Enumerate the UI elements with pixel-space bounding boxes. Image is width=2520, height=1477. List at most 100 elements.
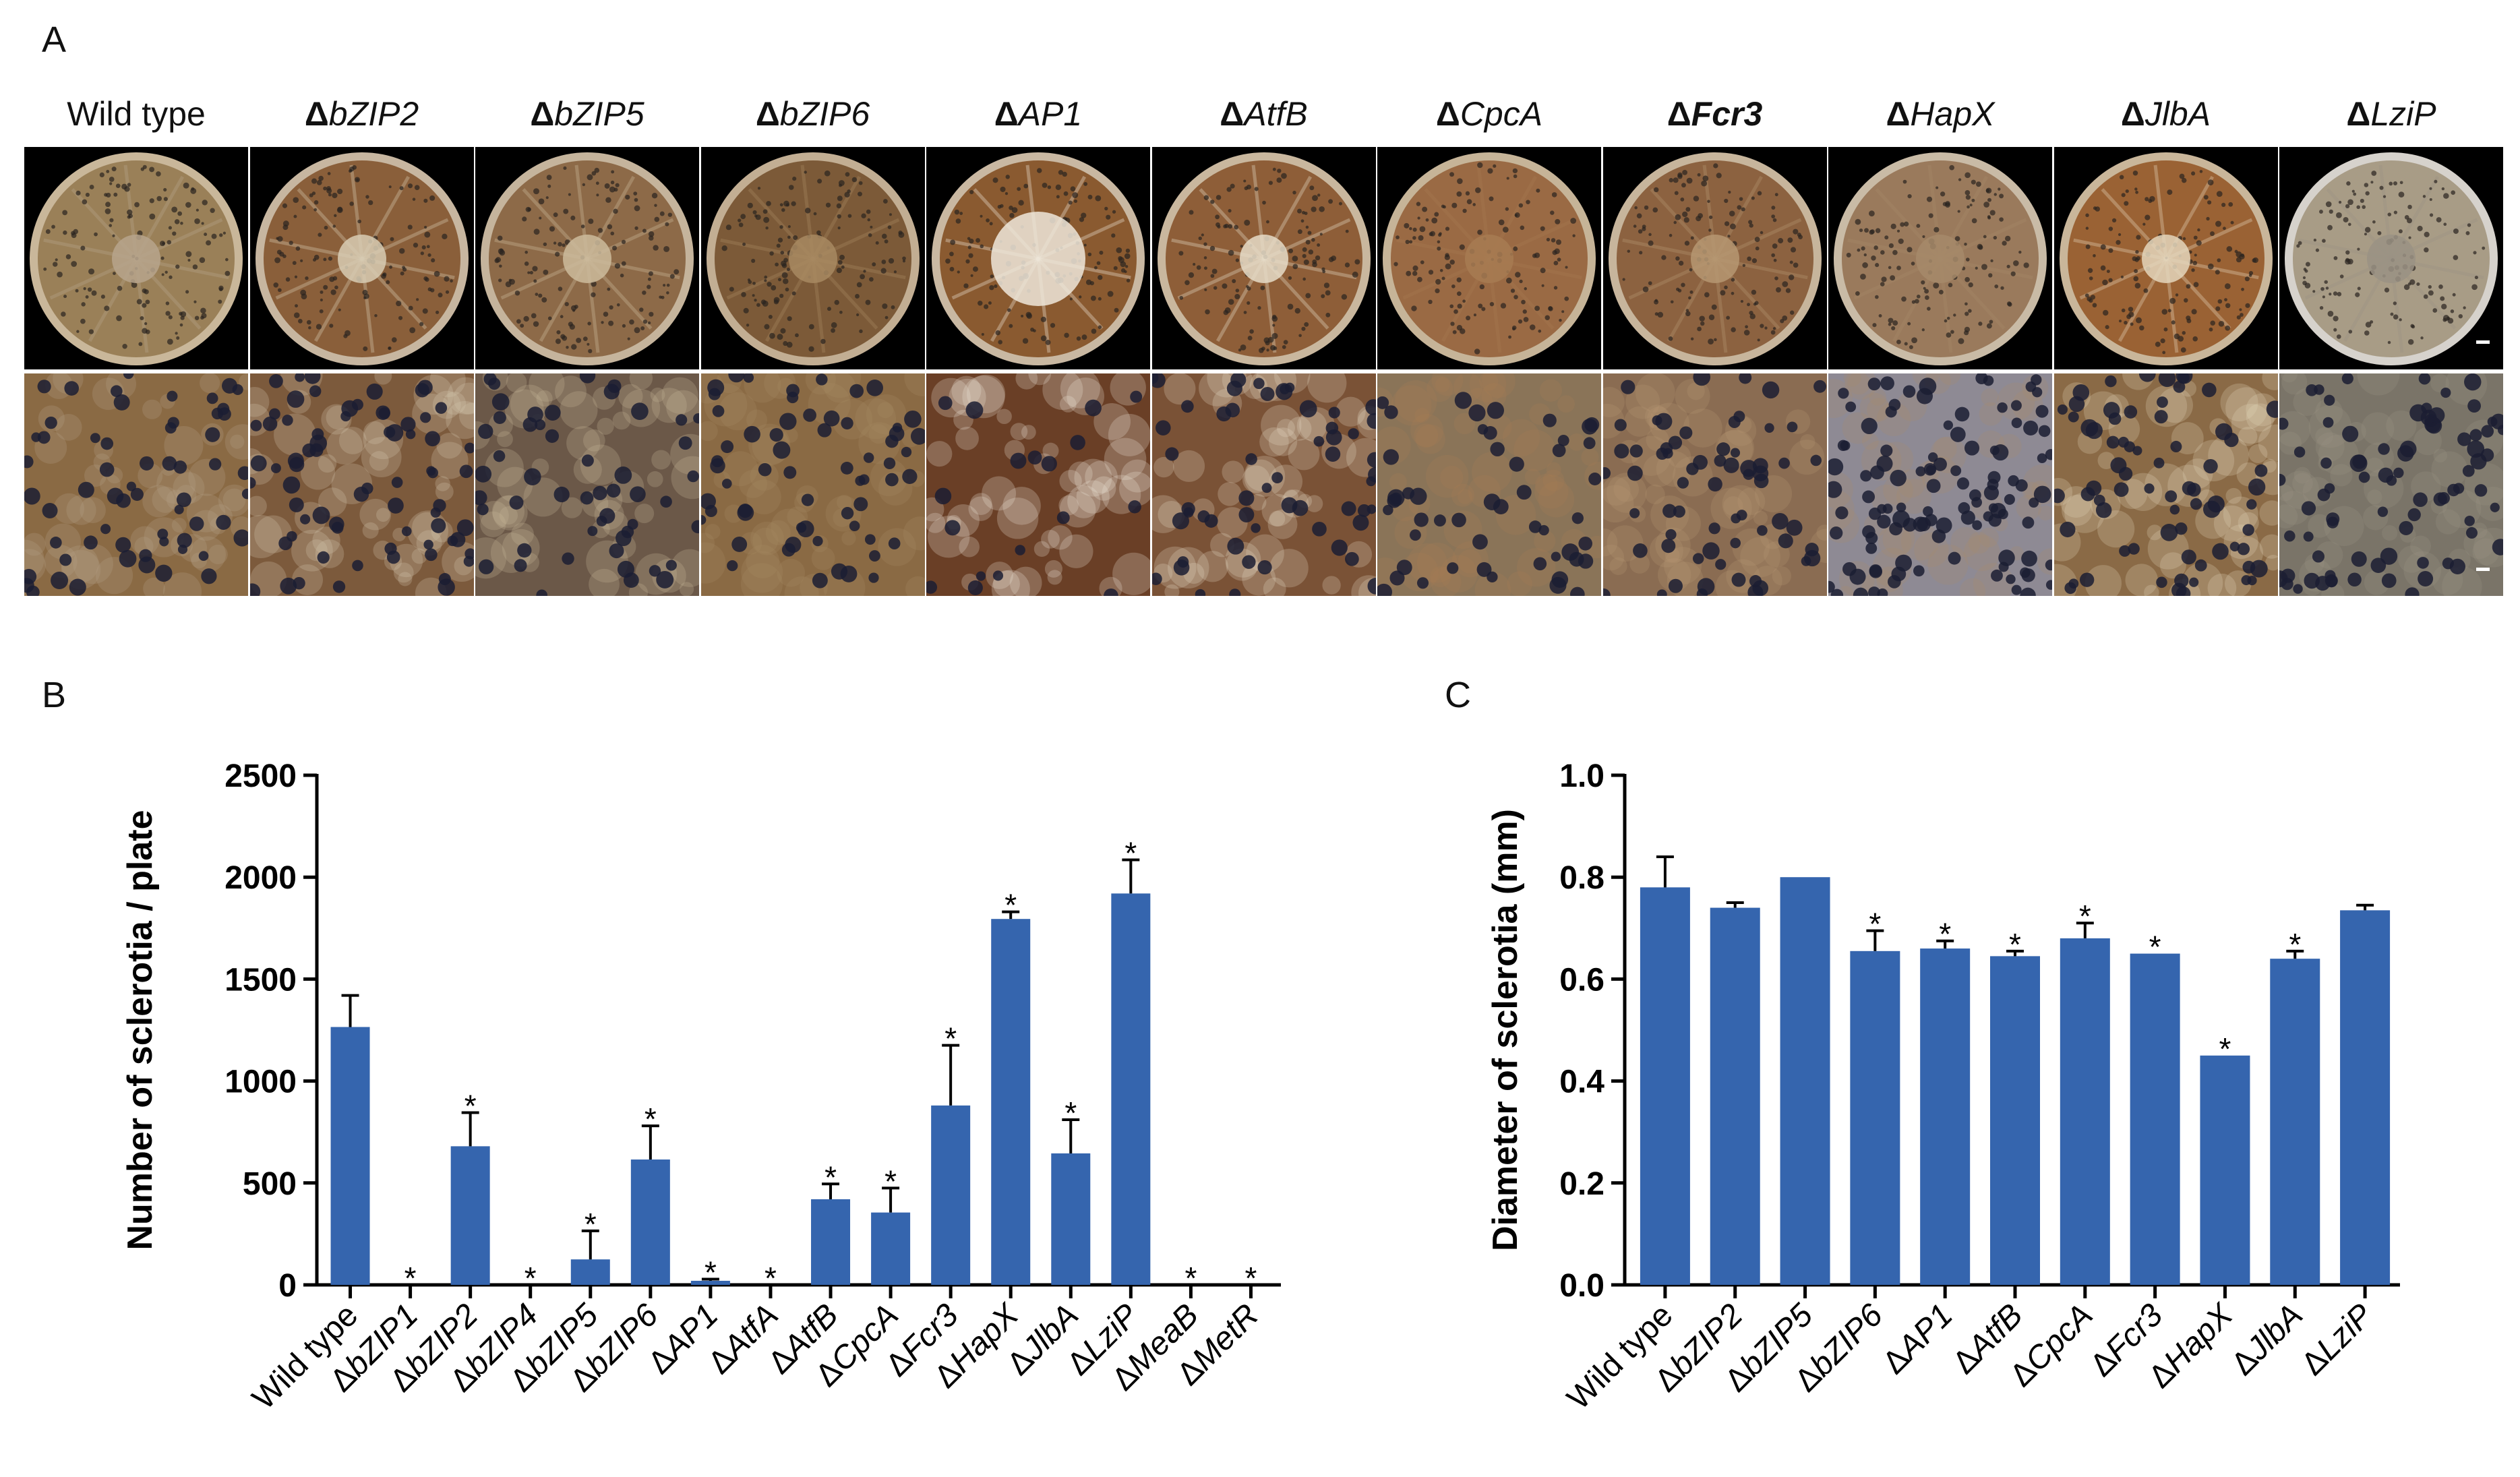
delta-symbol: Δ	[1435, 95, 1460, 133]
gene-name: bZIP2	[328, 95, 419, 133]
petri-dish-image	[2285, 152, 2498, 365]
plate-photo-ap1	[926, 147, 1150, 369]
significance-marker: *	[824, 1159, 837, 1195]
bar-ap1	[690, 1280, 730, 1285]
y-tick-label: 2500	[224, 758, 297, 794]
gene-name: Wild type	[1561, 1297, 1680, 1416]
y-tick-label: 0.4	[1559, 1064, 1604, 1100]
petri-dish-image	[1608, 152, 1822, 365]
strain-label-bzip5: ΔbZIP5	[475, 94, 699, 133]
panel-b-letter: B	[42, 675, 67, 715]
gene-name: HapX	[1910, 95, 1995, 133]
bar-bzip6	[630, 1159, 670, 1285]
y-tick-label: 0.6	[1559, 962, 1604, 998]
petri-dish-image	[706, 152, 920, 365]
closeup-photo-bzip6	[700, 373, 925, 596]
sclerotia-closeup-image	[2279, 373, 2503, 596]
bar-lzip	[2340, 910, 2391, 1285]
gene-name: bZIP5	[554, 95, 644, 133]
closeup-photo-atfb	[1151, 373, 1376, 596]
petri-dish-image	[2059, 152, 2273, 365]
y-tick-label: 500	[243, 1166, 297, 1202]
panel-a-letter: A	[42, 20, 67, 60]
plate-photo-wild-type	[24, 147, 248, 369]
gene-name: LziP	[2370, 95, 2436, 133]
closeup-photo-ap1	[926, 373, 1150, 596]
y-tick-label: 2000	[224, 860, 297, 896]
plate-photo-bzip6	[700, 147, 925, 369]
significance-marker: *	[764, 1261, 777, 1296]
petri-dish-image	[1157, 152, 1371, 365]
significance-marker: *	[464, 1088, 477, 1123]
gene-name: CpcA	[2018, 1297, 2099, 1378]
plate-photo-fcr3	[1602, 147, 1827, 369]
bar-fcr3	[2130, 953, 2180, 1285]
petri-dish-image	[1383, 152, 1596, 365]
y-tick-label: 0	[278, 1268, 297, 1304]
y-tick-label: 1000	[224, 1064, 297, 1100]
strain-label-bzip6: ΔbZIP6	[701, 94, 925, 133]
gene-name: AP1	[1018, 95, 1083, 133]
y-tick-label: 1.0	[1559, 758, 1604, 794]
bar-bzip5	[1780, 877, 1830, 1285]
significance-marker: *	[2009, 927, 2021, 962]
delta-symbol: Δ	[530, 95, 555, 133]
strain-label-bzip2: ΔbZIP2	[250, 94, 474, 133]
bar-wild-type	[1640, 887, 1690, 1285]
gene-name: Fcr3	[1691, 95, 1763, 133]
delta-symbol: Δ	[755, 95, 780, 133]
sclerotia-closeup-image	[1151, 373, 1376, 596]
bar-jlba	[2270, 959, 2320, 1285]
y-tick-label: 1500	[224, 962, 297, 998]
strain-label-atfb: ΔAtfB	[1152, 94, 1376, 133]
significance-marker: *	[704, 1255, 717, 1290]
significance-marker: *	[1124, 835, 1137, 870]
strain-label-wild-type: Wild type	[24, 94, 248, 133]
y-tick-label: 0.8	[1559, 860, 1604, 896]
sclerotia-closeup-image	[24, 373, 248, 596]
sclerotia-closeup-image	[1602, 373, 1827, 596]
gene-name: bZIP6	[1803, 1297, 1890, 1383]
bar-hapx	[2200, 1055, 2250, 1285]
bar-bzip5	[570, 1259, 610, 1285]
gene-name: Wild type	[67, 95, 206, 133]
gene-name: HapX	[2157, 1296, 2241, 1380]
gene-name: bZIP6	[779, 95, 870, 133]
bar-bzip2	[1710, 907, 1760, 1285]
closeup-photo-hapx	[1828, 373, 2052, 596]
strain-label-cpca: ΔCpcA	[1377, 94, 1601, 133]
significance-marker: *	[644, 1102, 657, 1137]
delta-symbol: Δ	[1220, 95, 1244, 133]
bar-cpca	[871, 1212, 911, 1285]
plate-photo-cpca	[1377, 147, 1601, 369]
bar-bzip6	[1850, 951, 1900, 1285]
delta-symbol: Δ	[2120, 95, 2145, 133]
sclerotia-closeup-image	[926, 373, 1150, 596]
significance-marker: *	[1939, 917, 1951, 952]
bar-lzip	[1111, 893, 1151, 1285]
closeup-photo-fcr3	[1602, 373, 1827, 596]
significance-marker: *	[2149, 930, 2161, 965]
sclerotia-closeup-image	[249, 373, 474, 596]
plate-photo-atfb	[1151, 147, 1376, 369]
y-axis-label: Number of sclerotia / plate	[121, 810, 160, 1250]
x-tick-label: ΔAP1	[641, 1297, 725, 1381]
bar-jlba	[1051, 1153, 1091, 1285]
y-tick-label: 0.0	[1559, 1268, 1604, 1304]
strain-label-jlba: ΔJlbA	[2054, 94, 2278, 133]
sclerotia-closeup-image	[700, 373, 925, 596]
significance-marker: *	[884, 1164, 897, 1199]
delta-symbol: Δ	[304, 95, 329, 133]
plate-photo-jlba	[2053, 147, 2278, 369]
bar-wild-type	[330, 1027, 370, 1285]
closeup-photo-bzip2	[249, 373, 474, 596]
plate-photo-hapx	[1828, 147, 2052, 369]
strain-label-lzip: ΔLziP	[2279, 94, 2503, 133]
sclerotia-closeup-image	[475, 373, 699, 596]
significance-marker: *	[2289, 927, 2301, 962]
delta-symbol: Δ	[1886, 95, 1911, 133]
significance-marker: *	[584, 1207, 597, 1242]
delta-symbol: Δ	[994, 95, 1019, 133]
sclerotia-closeup-image	[1828, 373, 2052, 596]
closeup-photo-lzip	[2279, 373, 2503, 596]
